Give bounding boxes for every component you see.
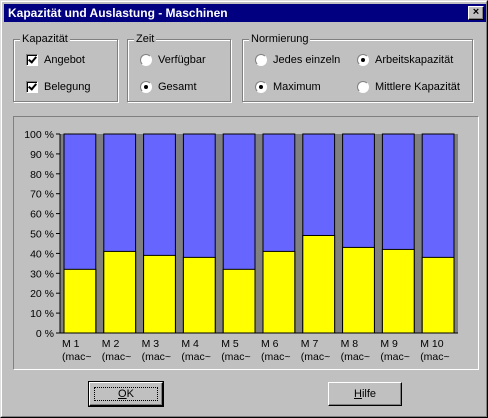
jedes-einzeln-radio-button[interactable] xyxy=(255,54,267,66)
load-bar xyxy=(222,268,256,334)
load-bar xyxy=(421,256,455,334)
x-tick-label: M 6 xyxy=(261,338,279,350)
close-button[interactable]: × xyxy=(468,6,484,20)
y-tick-label: 30 % xyxy=(30,268,54,280)
mittlere-kapazitaet-label: Mittlere Kapazität xyxy=(375,81,460,93)
ok-button[interactable]: OK xyxy=(88,381,164,407)
y-tick-label: 90 % xyxy=(30,149,54,161)
kapazitaet-group-label: Kapazität xyxy=(20,32,70,46)
x-tick-sublabel: (mac~ xyxy=(181,351,210,363)
load-bar xyxy=(182,256,216,334)
y-tick-label: 60 % xyxy=(30,209,54,221)
load-bar xyxy=(342,246,375,334)
title-bar[interactable]: Kapazität und Auslastung - Maschinen × xyxy=(4,4,486,22)
verfuegbar-label: Verfügbar xyxy=(158,54,206,66)
x-tick-label: M 4 xyxy=(181,338,199,350)
x-tick-label: M 2 xyxy=(102,338,120,350)
ok-button-focus-ring xyxy=(94,387,158,401)
close-icon: × xyxy=(472,6,480,18)
chart-panel: 0 % 10 % 20 % 30 % 40 % 50 % 60 % 70 % 80 % 90 % 1… xyxy=(13,116,479,370)
load-bar xyxy=(262,250,296,334)
load-bar xyxy=(103,250,137,334)
x-tick-label: M 5 xyxy=(221,338,239,350)
y-tick-label: 50 % xyxy=(30,229,54,241)
zeit-group-label: Zeit xyxy=(134,32,157,46)
x-tick-sublabel: (mac~ xyxy=(341,351,370,363)
belegung-label: Belegung xyxy=(44,81,91,93)
ok-mnemonic: O xyxy=(118,388,127,400)
mittlere-kapazitaet-radio-button[interactable] xyxy=(357,81,369,93)
y-tick-label: 20 % xyxy=(30,288,54,300)
load-bar xyxy=(143,254,176,334)
hilfe-label-rest: ilfe xyxy=(361,388,376,400)
capacity-bar-chart: 0 % 10 % 20 % 30 % 40 % 50 % 60 % 70 % 80 % 90 % 1… xyxy=(24,129,458,363)
load-bar xyxy=(302,234,336,334)
x-tick-sublabel: (mac~ xyxy=(301,351,330,363)
normierung-group: Normierung Jedes einzeln Arbeitskapazitä… xyxy=(242,32,473,102)
y-tick-label: 80 % xyxy=(30,169,54,181)
gesamt-radio-button[interactable] xyxy=(140,81,152,93)
ok-label-rest: K xyxy=(126,388,134,400)
angebot-checkbox-box[interactable] xyxy=(26,54,38,66)
kapazitaet-group: Kapazität Angebot Belegung xyxy=(13,32,118,102)
x-tick-sublabel: (mac~ xyxy=(380,351,409,363)
y-tick-label: 10 % xyxy=(30,308,54,320)
load-bar xyxy=(63,268,97,334)
maximum-label: Maximum xyxy=(273,81,321,93)
belegung-checkbox-box[interactable] xyxy=(26,81,38,93)
x-tick-sublabel: (mac~ xyxy=(142,351,171,363)
arbeitskapazitaet-radio-button[interactable] xyxy=(357,54,369,66)
y-tick-label: 40 % xyxy=(30,248,54,260)
x-tick-label: M 10 xyxy=(420,338,444,350)
gesamt-label: Gesamt xyxy=(158,81,197,93)
jedes-einzeln-label: Jedes einzeln xyxy=(273,54,341,66)
x-tick-sublabel: (mac~ xyxy=(261,351,290,363)
angebot-label: Angebot xyxy=(44,54,85,66)
verfuegbar-radio-button[interactable] xyxy=(140,54,152,66)
x-tick-label: M 9 xyxy=(380,338,398,350)
x-tick-sublabel: (mac~ xyxy=(62,351,91,363)
x-tick-label: M 7 xyxy=(301,338,319,350)
window-title: Kapazität und Auslastung - Maschinen xyxy=(8,6,228,20)
load-bar xyxy=(381,248,415,334)
zeit-group: Zeit Verfügbar Gesamt xyxy=(127,32,231,102)
x-tick-label: M 1 xyxy=(62,338,80,350)
maximum-radio-button[interactable] xyxy=(255,81,267,93)
x-tick-label: M 3 xyxy=(142,338,160,350)
normierung-group-label: Normierung xyxy=(249,32,311,46)
x-tick-sublabel: (mac~ xyxy=(221,351,250,363)
hilfe-mnemonic: H xyxy=(353,388,362,400)
y-tick-label: 0 % xyxy=(36,328,54,340)
x-tick-label: M 8 xyxy=(341,338,359,350)
y-tick-label: 100 % xyxy=(24,129,54,141)
x-tick-sublabel: (mac~ xyxy=(420,351,449,363)
x-tick-sublabel: (mac~ xyxy=(102,351,131,363)
arbeitskapazitaet-label: Arbeitskapazität xyxy=(375,54,454,66)
y-tick-label: 70 % xyxy=(30,189,54,201)
hilfe-button[interactable]: Hilfe xyxy=(328,382,402,406)
